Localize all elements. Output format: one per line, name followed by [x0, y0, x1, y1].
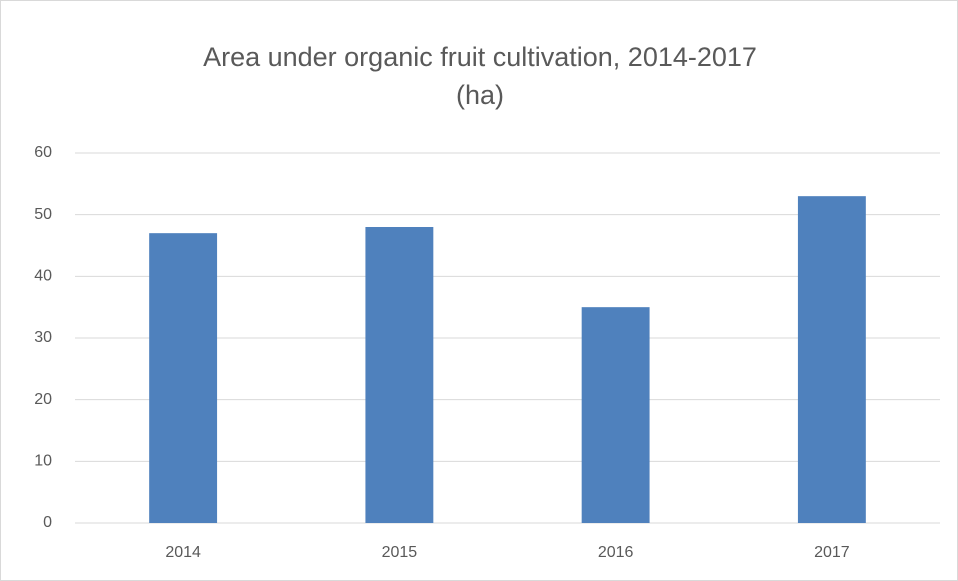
y-tick-label: 60 — [34, 144, 52, 161]
bar — [365, 227, 434, 523]
y-tick-label: 20 — [34, 391, 52, 408]
x-tick-label: 2015 — [382, 544, 418, 561]
bar — [797, 196, 866, 523]
bar — [581, 307, 650, 523]
x-tick-label: 2017 — [814, 544, 850, 561]
x-tick-label: 2016 — [598, 544, 634, 561]
y-tick-label: 40 — [34, 268, 52, 285]
y-tick-label: 30 — [34, 329, 52, 346]
bar — [149, 233, 218, 523]
y-tick-label: 50 — [34, 206, 52, 223]
x-tick-label: 2014 — [165, 544, 201, 561]
y-tick-label: 0 — [43, 514, 52, 531]
y-tick-label: 10 — [34, 453, 52, 470]
chart-title: Area under organic fruit cultivation, 20… — [203, 42, 757, 110]
